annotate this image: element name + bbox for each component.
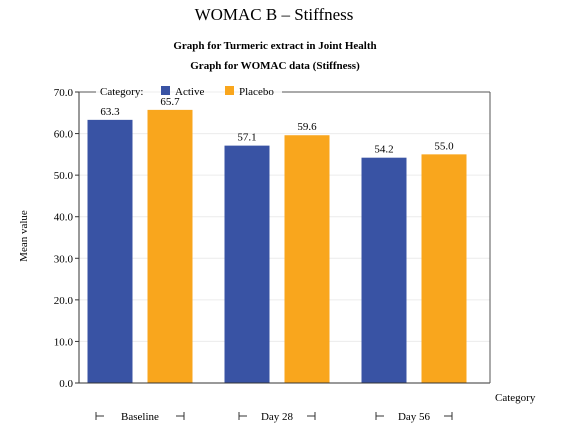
y-tick-label: 50.0 (54, 170, 74, 182)
chart-title: WOMAC B – Stiffness (195, 5, 354, 24)
chart-subtitle-1: Graph for Turmeric extract in Joint Heal… (173, 40, 376, 52)
bars (87, 109, 467, 384)
bar-active-day-56 (361, 157, 407, 383)
y-tick-label: 20.0 (54, 295, 74, 307)
y-tick-label: 0.0 (59, 378, 73, 390)
bar-active-baseline (87, 119, 133, 384)
category-labels: Baseline Day 28 Day 56 (95, 411, 453, 423)
y-tick-label: 10.0 (54, 336, 74, 348)
value-labels: 63.3 65.7 57.1 59.6 54.2 55.0 (100, 96, 454, 156)
value-label: 54.2 (374, 144, 393, 156)
bar-placebo-day-28 (284, 135, 330, 383)
y-axis-ticks: 0.0 10.0 20.0 30.0 40.0 50.0 60.0 70.0 (54, 87, 79, 390)
bar-active-day-28 (224, 145, 270, 383)
value-label: 59.6 (297, 121, 317, 133)
legend: Category: Active Placebo (100, 86, 274, 98)
legend-label-placebo: Placebo (239, 86, 274, 98)
value-label: 63.3 (100, 106, 120, 118)
legend-title: Category: (100, 86, 143, 98)
bar-placebo-baseline (147, 109, 193, 383)
y-tick-label: 70.0 (54, 87, 74, 99)
legend-swatch-active (161, 86, 170, 95)
value-label: 55.0 (434, 140, 454, 152)
bar-placebo-day-56 (421, 154, 467, 383)
chart-subtitle-2: Graph for WOMAC data (Stiffness) (190, 60, 360, 72)
value-label: 57.1 (237, 132, 256, 144)
category-label: Baseline (121, 411, 159, 423)
legend-swatch-placebo (225, 86, 234, 95)
category-label: Day 56 (398, 411, 431, 423)
y-tick-label: 60.0 (54, 129, 74, 141)
y-tick-label: 40.0 (54, 212, 74, 224)
x-axis-label: Category (495, 392, 536, 404)
category-label: Day 28 (261, 411, 294, 423)
value-label: 65.7 (160, 96, 180, 108)
y-tick-label: 30.0 (54, 253, 74, 265)
y-axis-label: Mean value (18, 210, 30, 262)
legend-label-active: Active (175, 86, 204, 98)
